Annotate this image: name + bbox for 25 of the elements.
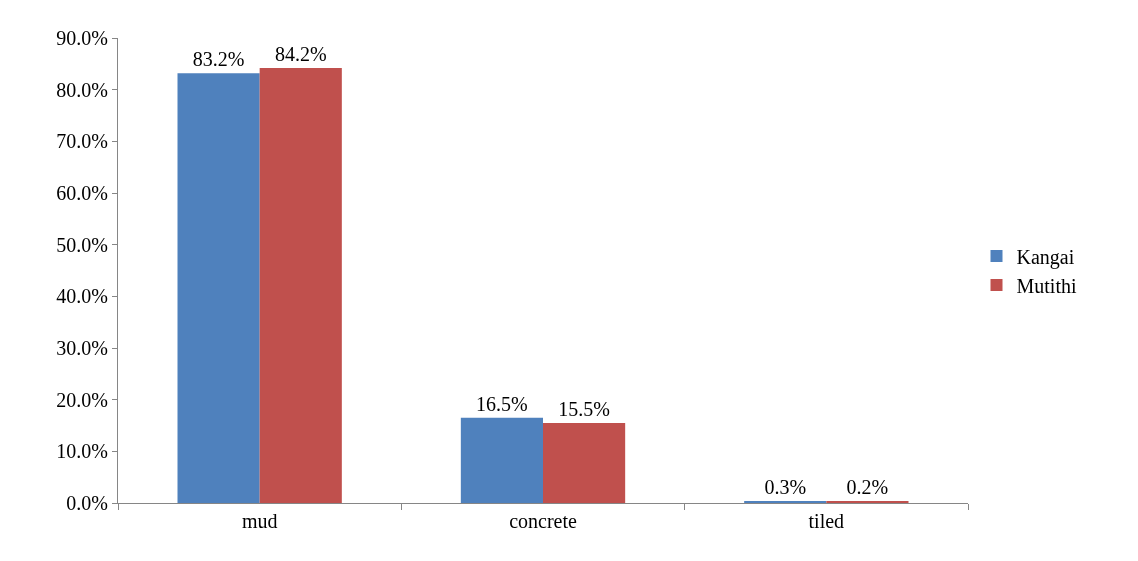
data-label: 16.5% (476, 392, 528, 415)
data-label: 83.2% (192, 48, 245, 71)
bar (460, 417, 543, 503)
data-label: 84.2% (274, 42, 327, 65)
x-tick-label: tiled (808, 510, 845, 532)
y-tick-label: 60.0% (56, 182, 108, 204)
data-label: 0.2% (846, 476, 889, 498)
bar (259, 67, 342, 503)
y-tick-label: 0.0% (66, 492, 108, 514)
y-tick-label: 20.0% (56, 388, 108, 411)
y-tick-label: 30.0% (56, 337, 108, 359)
x-tick-label: concrete (509, 510, 577, 532)
bar (543, 422, 626, 503)
data-label: 15.5% (558, 397, 610, 420)
y-tick-label: 90.0% (56, 27, 108, 49)
y-tick-label: 10.0% (56, 440, 108, 463)
y-tick-label: 80.0% (56, 78, 108, 101)
y-tick-label: 70.0% (56, 130, 108, 153)
y-tick-label: 40.0% (56, 285, 108, 308)
bar (177, 73, 260, 503)
legend-label: Kangai (1016, 245, 1075, 269)
data-label: 0.3% (764, 476, 807, 498)
x-tick-label: mud (241, 510, 278, 532)
legend-label: Mutithi (1016, 274, 1077, 297)
y-tick-label: 50.0% (56, 233, 108, 256)
